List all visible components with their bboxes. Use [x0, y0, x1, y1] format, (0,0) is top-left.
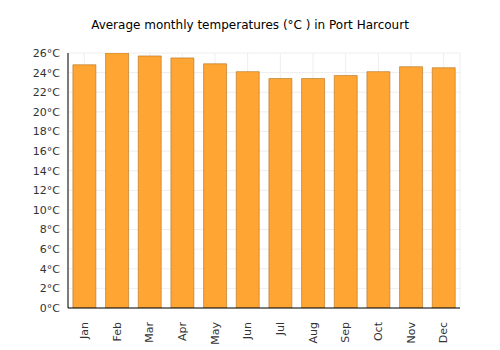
svg-text:8°C: 8°C [40, 223, 60, 236]
svg-text:18°C: 18°C [33, 125, 60, 138]
html-text:Average monthly temperatures (: Average monthly temperatures (°C ) in Po… [91, 18, 409, 32]
svg-text:4°C: 4°C [40, 263, 60, 276]
svg-text:16°C: 16°C [33, 145, 60, 158]
svg-text:10°C: 10°C [33, 204, 60, 217]
svg-text:22°C: 22°C [33, 86, 60, 99]
svg-text:Jan: Jan [78, 322, 91, 340]
svg-text:Dec: Dec [437, 322, 450, 343]
svg-text:12°C: 12°C [33, 184, 60, 197]
svg-text:Mar: Mar [143, 322, 156, 343]
svg-text:Aug: Aug [307, 322, 320, 343]
svg-text:2°C: 2°C [40, 282, 60, 295]
svg-text:Jun: Jun [241, 322, 254, 340]
svg-text:Oct: Oct [372, 321, 385, 341]
svg-text:6°C: 6°C [40, 243, 60, 256]
svg-text:14°C: 14°C [33, 165, 60, 178]
svg-text:20°C: 20°C [33, 106, 60, 119]
svg-text:Feb: Feb [111, 322, 124, 341]
svg-text:Apr: Apr [176, 322, 189, 342]
svg-text:26°C: 26°C [33, 47, 60, 60]
svg-text:Jul: Jul [274, 322, 287, 336]
svg-text:0°C: 0°C [40, 302, 60, 315]
svg-text:May: May [209, 322, 222, 345]
svg-text:Nov: Nov [405, 322, 418, 344]
svg-text:24°C: 24°C [33, 67, 60, 80]
svg-text:Sep: Sep [339, 322, 352, 343]
